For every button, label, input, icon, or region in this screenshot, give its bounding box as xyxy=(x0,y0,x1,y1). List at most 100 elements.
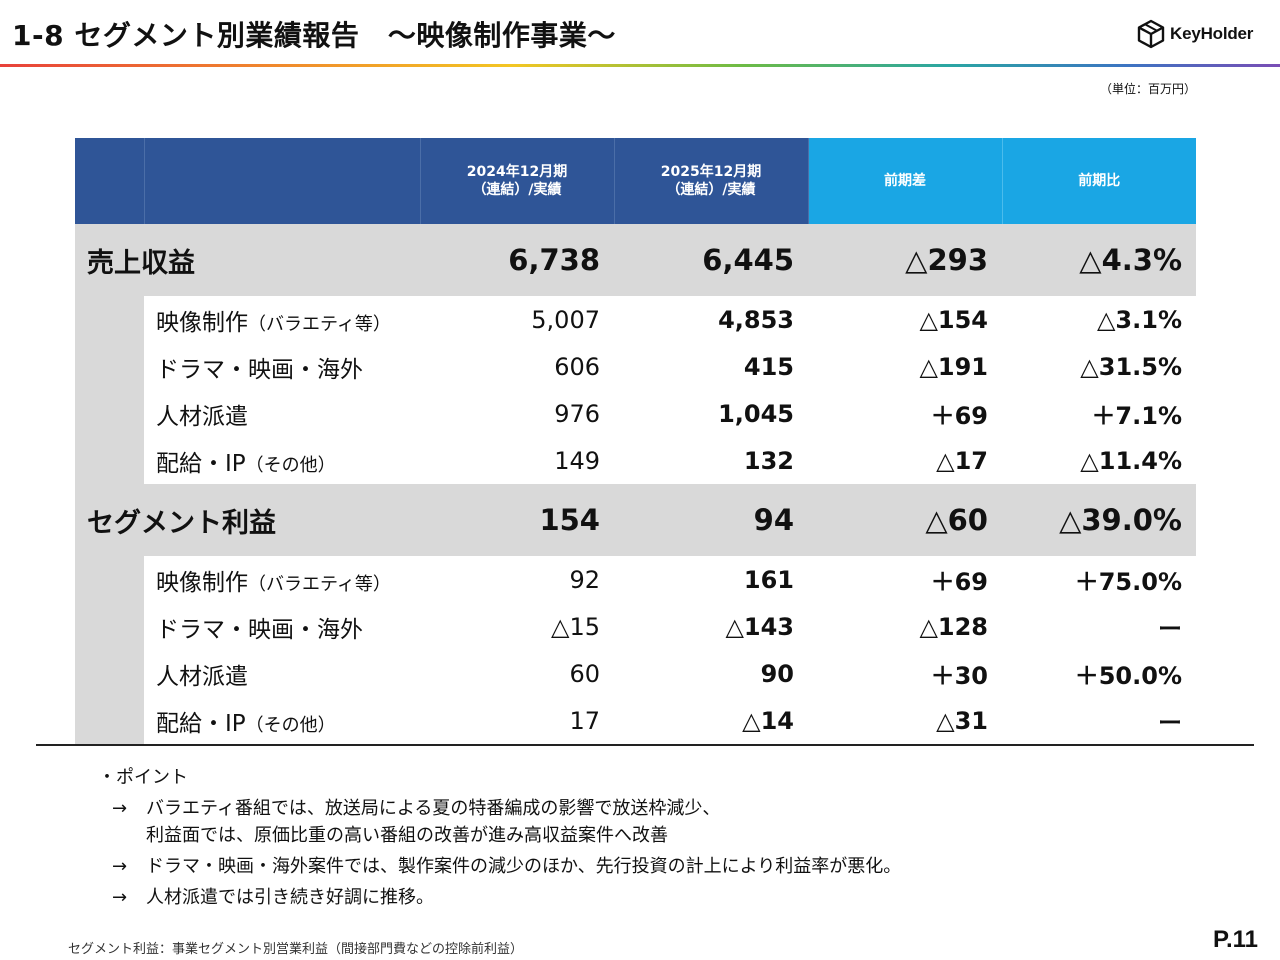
header-fy2025-basis: （連結）/実績 xyxy=(666,182,756,198)
cell-diff: △154 xyxy=(919,305,988,334)
cell-ratio: ＋50.0% xyxy=(1074,662,1182,690)
cell-prev: 154 xyxy=(420,484,614,556)
cell-curr: 6,445 xyxy=(614,224,808,296)
table-row: ドラマ・映画・海外 606 415 △191 △31.5% xyxy=(75,343,1196,390)
row-label: 人材派遣 xyxy=(156,663,248,690)
cell-diff: △128 xyxy=(919,612,988,641)
cell-prev: 976 xyxy=(554,399,600,428)
footnote: セグメント利益：事業セグメント別営業利益（間接部門費などの控除前利益） xyxy=(68,942,524,957)
cell-ratio: △11.4% xyxy=(1080,446,1182,475)
cell-prev: 606 xyxy=(554,352,600,381)
table-row: 映像制作（バラエティ等） 92 161 ＋69 ＋75.0% xyxy=(75,556,1196,603)
cell-curr: 132 xyxy=(743,446,794,475)
cell-curr: 4,853 xyxy=(718,305,794,334)
row-label: 映像制作（バラエティ等） xyxy=(144,556,420,603)
cell-curr: 415 xyxy=(743,352,794,381)
unit-note: （単位：百万円） xyxy=(1099,82,1196,96)
table-row: 人材派遣 976 1,045 ＋69 ＋7.1% xyxy=(75,390,1196,437)
header-label xyxy=(144,138,421,224)
row-label: 人材派遣 xyxy=(156,403,248,430)
cell-diff: △60 xyxy=(808,484,1002,556)
row-label: ドラマ・映画・海外 xyxy=(156,616,363,643)
cell-ratio: △39.0% xyxy=(1002,484,1196,556)
table-row: 人材派遣 60 90 ＋30 ＋50.0% xyxy=(75,650,1196,697)
cell-prev: 17 xyxy=(569,706,600,735)
header-diff: 前期差 xyxy=(808,138,1003,224)
header-divider xyxy=(0,64,1280,67)
cell-curr: 90 xyxy=(760,659,794,688)
arrow-icon: → xyxy=(112,798,128,819)
point-text: ドラマ・映画・海外案件では、製作案件の減少のほか、先行投資の計上により利益率が悪… xyxy=(146,856,902,877)
header-fy2025-period: 2025年12月期 xyxy=(660,163,762,180)
cell-diff: ＋69 xyxy=(930,402,988,430)
key-points: ・ポイント → バラエティ番組では、放送局による夏の特番編成の影響で放送枠減少、… xyxy=(98,764,901,911)
header-fy2024: 2024年12月期 （連結）/実績 xyxy=(420,138,615,224)
row-label-main: 配給・IP xyxy=(156,450,246,477)
cell-ratio: ー xyxy=(1158,615,1182,643)
revenue-row: 売上収益 6,738 6,445 △293 △4.3% xyxy=(75,224,1196,296)
row-label: 売上収益 xyxy=(75,224,420,296)
cell-ratio: △3.1% xyxy=(1096,305,1182,334)
arrow-icon: → xyxy=(112,887,128,908)
cell-ratio: △31.5% xyxy=(1080,352,1182,381)
table-row: 映像制作（バラエティ等） 5,007 4,853 △154 △3.1% xyxy=(75,296,1196,343)
segment-results-table: 2024年12月期 （連結）/実績 2025年12月期 （連結）/実績 前期差 前期… xyxy=(75,138,1196,744)
row-label: 映像制作（バラエティ等） xyxy=(144,296,420,343)
header-blank xyxy=(75,138,145,224)
indent-cell xyxy=(75,603,144,650)
point-line: バラエティ番組では、放送局による夏の特番編成の影響で放送枠減少、 xyxy=(146,798,721,819)
cell-curr: △143 xyxy=(725,612,794,641)
page-number: P.11 xyxy=(1213,926,1258,953)
header-ratio: 前期比 xyxy=(1002,138,1196,224)
table-bottom-rule xyxy=(36,744,1254,746)
indent-cell xyxy=(75,390,144,437)
header-fy2024-basis: （連結）/実績 xyxy=(472,182,562,198)
indent-cell xyxy=(75,437,144,484)
cell-prev: 60 xyxy=(569,659,600,688)
cell-curr: 1,045 xyxy=(718,399,794,428)
company-logo: KeyHolder xyxy=(1136,19,1253,49)
cell-prev: 92 xyxy=(569,565,600,594)
page-title: 1-8 セグメント別業績報告 ～映像制作事業～ xyxy=(12,19,616,52)
row-label-note: （その他） xyxy=(245,454,336,476)
row-label: 配給・IP（その他） xyxy=(144,697,420,744)
cell-curr: △14 xyxy=(742,706,794,735)
indent-cell xyxy=(75,697,144,744)
cell-diff: △17 xyxy=(936,446,988,475)
table-row: ドラマ・映画・海外 △15 △143 △128 ー xyxy=(75,603,1196,650)
cell-ratio: ー xyxy=(1158,709,1182,737)
table-header: 2024年12月期 （連結）/実績 2025年12月期 （連結）/実績 前期差 前期… xyxy=(75,138,1196,224)
point-text: バラエティ番組では、放送局による夏の特番編成の影響で放送枠減少、 利益面では、原… xyxy=(146,795,720,849)
table-row: 配給・IP（その他） 149 132 △17 △11.4% xyxy=(75,437,1196,484)
row-label-note: （バラエティ等） xyxy=(248,573,391,595)
row-label: セグメント利益 xyxy=(75,484,420,556)
cell-prev: 149 xyxy=(554,446,600,475)
row-label-main: 映像制作 xyxy=(156,569,248,596)
cell-diff: △293 xyxy=(808,224,1002,296)
cell-prev: 6,738 xyxy=(420,224,614,296)
row-label: 配給・IP（その他） xyxy=(144,437,420,484)
indent-cell xyxy=(75,343,144,390)
table-row: 配給・IP（その他） 17 △14 △31 ー xyxy=(75,697,1196,744)
header-fy2024-period: 2024年12月期 xyxy=(466,163,568,180)
row-label-main: 配給・IP xyxy=(156,710,246,737)
row-label-main: 映像制作 xyxy=(156,309,248,336)
points-heading: ・ポイント xyxy=(98,767,188,788)
cell-ratio: ＋7.1% xyxy=(1091,402,1182,430)
segment-profit-row: セグメント利益 154 94 △60 △39.0% xyxy=(75,484,1196,556)
row-label-note: （バラエティ等） xyxy=(248,313,391,335)
row-label-note: （その他） xyxy=(245,714,336,736)
indent-cell xyxy=(75,556,144,603)
logo-text: KeyHolder xyxy=(1170,24,1254,43)
point-item: → バラエティ番組では、放送局による夏の特番編成の影響で放送枠減少、 利益面では… xyxy=(112,795,901,849)
cell-diff: △191 xyxy=(919,352,988,381)
cell-prev: 5,007 xyxy=(531,305,600,334)
header-fy2025: 2025年12月期 （連結）/実績 xyxy=(614,138,809,224)
point-line: 利益面では、原価比重の高い番組の改善が進み高収益案件へ改善 xyxy=(146,825,668,846)
indent-cell xyxy=(75,650,144,697)
cell-diff: ＋69 xyxy=(930,568,988,596)
cell-ratio: ＋75.0% xyxy=(1074,568,1182,596)
point-item: → ドラマ・映画・海外案件では、製作案件の減少のほか、先行投資の計上により利益率… xyxy=(112,853,901,880)
cell-curr: 161 xyxy=(743,565,794,594)
indent-cell xyxy=(75,296,144,343)
